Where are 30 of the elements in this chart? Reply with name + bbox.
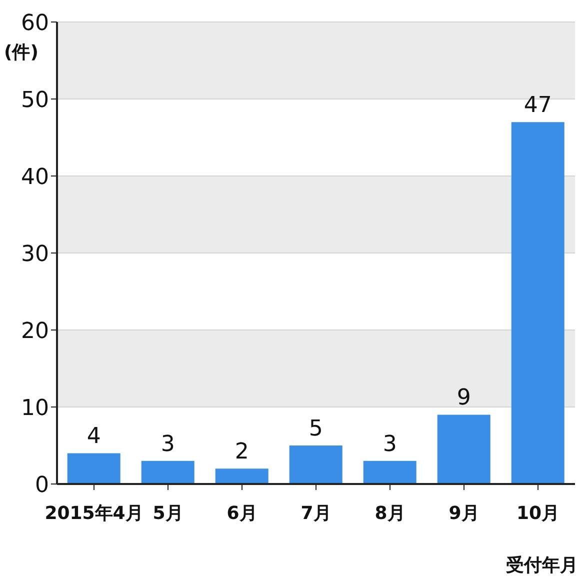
x-axis-title: 受付年月 xyxy=(506,554,578,577)
y-axis-title: (件) xyxy=(4,41,38,64)
data-label: 3 xyxy=(160,432,175,457)
x-tick-label: 10月 xyxy=(516,502,560,524)
x-tick-label: 9月 xyxy=(448,502,480,524)
y-tick-label: 20 xyxy=(21,318,49,344)
y-tick-label: 60 xyxy=(21,10,49,36)
bar xyxy=(437,414,490,484)
bar xyxy=(511,122,564,484)
x-tick-label: 8月 xyxy=(374,502,406,524)
x-tick-label: 2015年4月 xyxy=(44,502,144,524)
data-label: 2 xyxy=(234,440,249,465)
y-tick-label: 10 xyxy=(21,396,49,421)
data-label: 4 xyxy=(86,424,101,450)
y-tick-label: 50 xyxy=(21,88,49,113)
data-label: 3 xyxy=(382,432,397,457)
x-tick-label: 6月 xyxy=(226,502,258,524)
bar xyxy=(141,460,194,484)
y-tick-label: 0 xyxy=(35,472,49,498)
bar xyxy=(289,446,342,484)
data-label: 9 xyxy=(456,386,471,411)
data-label: 5 xyxy=(308,416,323,442)
data-label: 47 xyxy=(524,93,552,118)
bar xyxy=(215,468,268,484)
bar xyxy=(67,453,120,484)
bar xyxy=(363,460,416,484)
x-tick-label: 7月 xyxy=(300,502,332,524)
y-tick-label: 40 xyxy=(21,164,49,190)
x-tick-label: 5月 xyxy=(152,502,184,524)
y-tick-label: 30 xyxy=(21,242,49,267)
